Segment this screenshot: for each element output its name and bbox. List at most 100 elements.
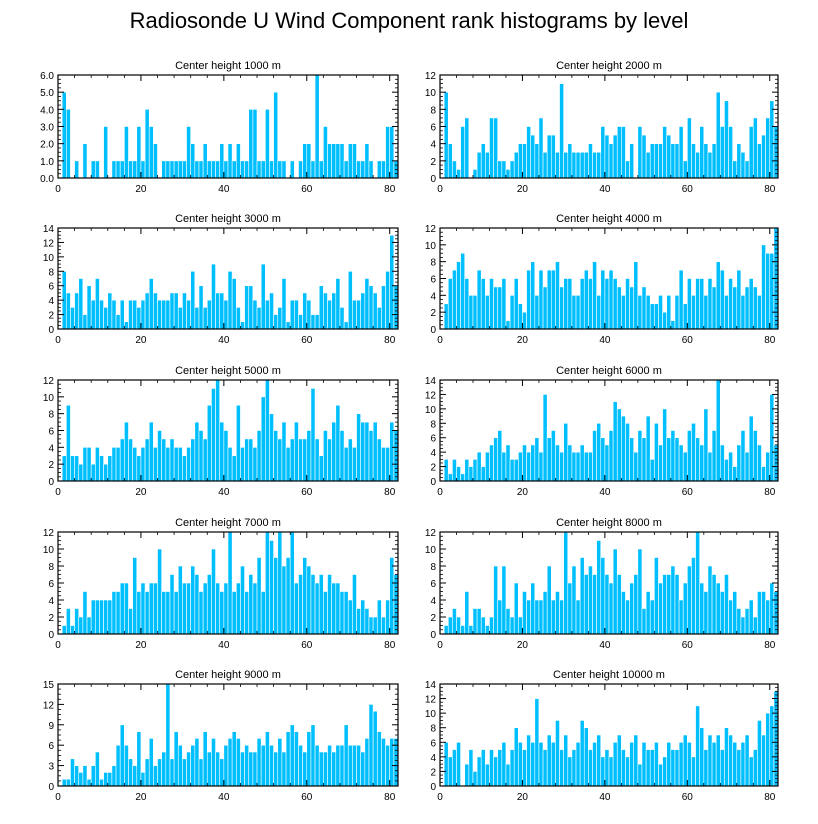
bar [695, 151, 700, 179]
bar [294, 582, 299, 635]
bar [90, 160, 96, 179]
bar [633, 734, 639, 787]
bar [335, 143, 341, 179]
bar [99, 599, 104, 635]
bar [711, 286, 717, 330]
bar [173, 160, 179, 179]
figure-title: Radiosonde U Wind Component rank histogr… [129, 8, 689, 33]
bar [559, 749, 564, 787]
bar [252, 447, 258, 482]
bar [633, 574, 639, 635]
bar [327, 438, 332, 482]
bar [65, 608, 71, 635]
bar [177, 160, 183, 179]
bar [90, 599, 96, 635]
bar [285, 731, 291, 787]
bar [489, 278, 494, 330]
bar [161, 438, 167, 482]
y-tick-label: 3.0 [40, 123, 54, 134]
bar [678, 599, 684, 635]
bar [157, 758, 162, 787]
bar [161, 591, 167, 635]
x-tick-label: 80 [384, 792, 396, 803]
bar [546, 437, 552, 482]
bar [497, 599, 503, 635]
bar [707, 734, 713, 787]
bar [744, 608, 750, 635]
bar [140, 299, 146, 330]
bar [744, 451, 750, 482]
bar [327, 299, 332, 330]
bar [136, 731, 142, 787]
bar [530, 582, 536, 635]
bar [571, 295, 577, 330]
bar [260, 160, 266, 179]
y-tick-label: 4 [430, 140, 436, 151]
bar [74, 765, 80, 787]
bar [501, 565, 507, 635]
bar [240, 751, 245, 787]
bar [480, 278, 486, 330]
bar [165, 160, 171, 179]
bar [140, 582, 146, 635]
bar [235, 404, 241, 482]
bar [140, 447, 146, 482]
bar [550, 134, 556, 179]
y-tick-label: 2 [430, 767, 436, 778]
bar [719, 749, 725, 787]
bar [571, 151, 577, 179]
bar [343, 321, 349, 330]
bar [385, 126, 391, 179]
bar [318, 285, 324, 330]
bar [513, 151, 519, 179]
bar [140, 160, 146, 179]
bar [115, 447, 121, 482]
bar [339, 307, 345, 330]
y-tick-label: 10 [43, 253, 55, 264]
bar [464, 591, 470, 635]
bar [169, 758, 175, 787]
bar [687, 278, 692, 330]
y-tick-label: 12 [425, 71, 437, 82]
bar [165, 591, 171, 635]
bar [260, 396, 266, 482]
bar [364, 421, 370, 482]
bar [177, 307, 183, 330]
bar [645, 415, 651, 482]
bar [364, 738, 370, 787]
bar [480, 749, 486, 787]
bar [464, 459, 470, 482]
bar [752, 616, 758, 635]
bar [546, 565, 552, 635]
bar [485, 625, 490, 635]
bar [285, 447, 291, 482]
bar [186, 751, 191, 787]
bar [740, 151, 746, 179]
bar [111, 299, 117, 330]
bar [169, 574, 175, 635]
bar [153, 765, 158, 787]
bar [265, 531, 270, 635]
bar [513, 278, 519, 330]
bar [223, 582, 229, 635]
x-tick-label: 20 [517, 335, 529, 346]
bar [277, 307, 283, 330]
bar [765, 599, 771, 635]
bar [658, 143, 663, 179]
bar [674, 295, 680, 330]
y-tick-label: 0 [48, 325, 54, 336]
bar [682, 160, 688, 179]
bar [687, 741, 692, 787]
y-tick-label: 12 [425, 390, 437, 401]
bar [691, 557, 696, 635]
bar [256, 430, 262, 482]
bar [227, 447, 233, 482]
bar [489, 616, 494, 635]
bar [190, 143, 196, 179]
bar [625, 160, 630, 179]
bar [691, 756, 696, 787]
y-tick-label: 6 [430, 123, 436, 134]
x-tick-label: 80 [384, 487, 396, 498]
bar [235, 738, 241, 787]
bar [289, 438, 295, 482]
